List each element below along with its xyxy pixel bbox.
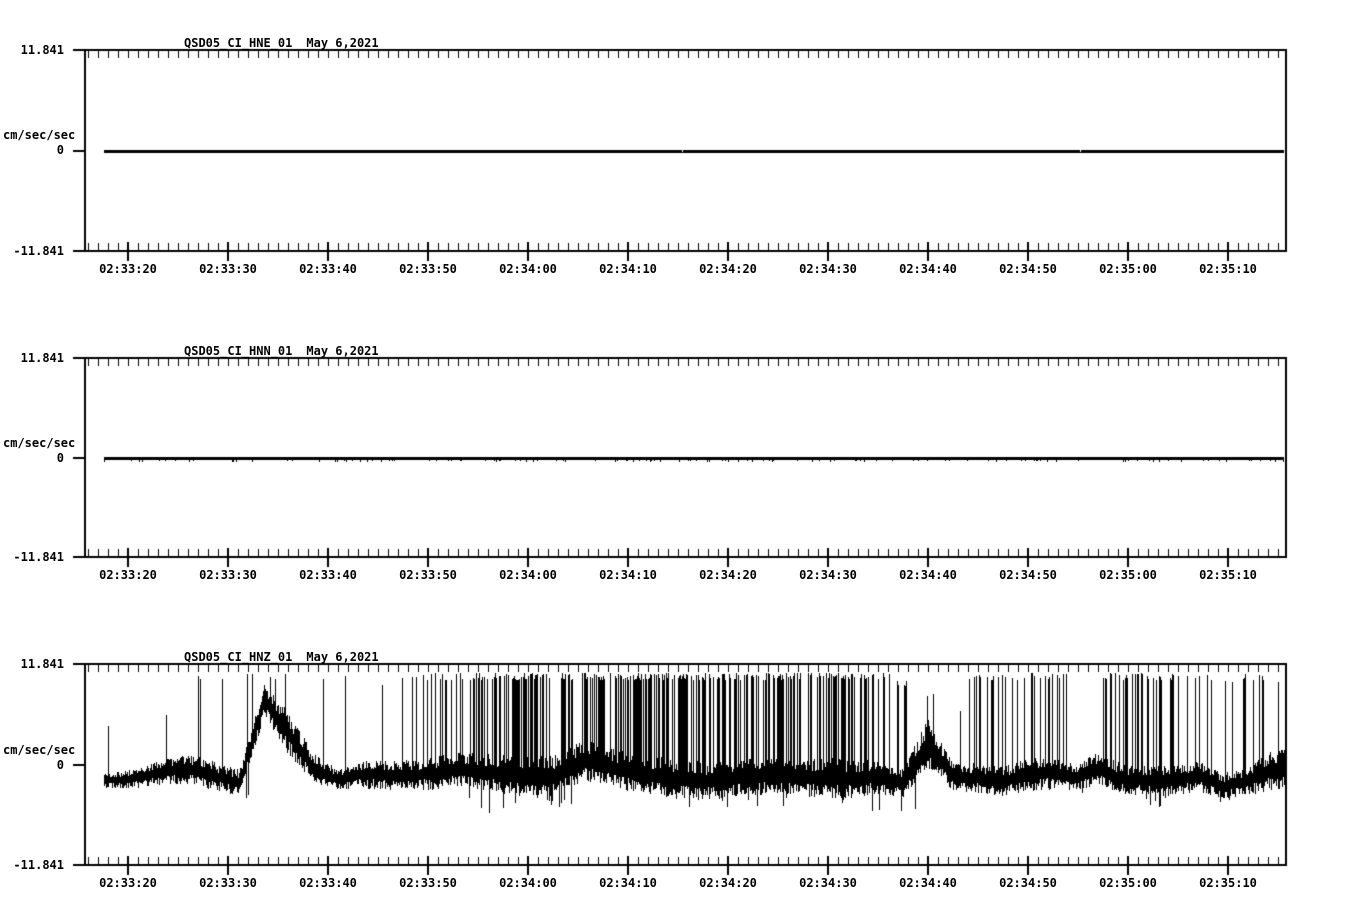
panel-title: QSD05_CI_HNN_01 May 6,2021 bbox=[184, 344, 379, 358]
x-tick-label: 02:33:30 bbox=[199, 262, 257, 276]
x-tick-label: 02:34:30 bbox=[799, 568, 857, 582]
x-tick-label: 02:34:40 bbox=[899, 262, 957, 276]
x-tick-label: 02:34:00 bbox=[499, 262, 557, 276]
x-tick-label: 02:34:20 bbox=[699, 876, 757, 890]
x-tick-label: 02:33:20 bbox=[99, 568, 157, 582]
x-tick-label: 02:33:20 bbox=[99, 262, 157, 276]
x-axis-labels: 02:33:20 02:33:30 02:33:40 02:33:50 02:34:00… bbox=[0, 876, 1358, 890]
y-units-label: cm/sec/sec bbox=[3, 743, 76, 757]
x-tick-label: 02:34:00 bbox=[499, 876, 557, 890]
x-tick-label: 02:34:00 bbox=[499, 568, 557, 582]
x-tick-label: 02:33:50 bbox=[399, 876, 457, 890]
x-tick-label: 02:35:00 bbox=[1099, 262, 1157, 276]
y-min-label: -11.841 bbox=[13, 858, 64, 872]
x-tick-label: 02:34:10 bbox=[599, 568, 657, 582]
y-min-label: -11.841 bbox=[13, 550, 64, 564]
x-tick-label: 02:34:50 bbox=[999, 568, 1057, 582]
x-tick-label: 02:33:40 bbox=[299, 876, 357, 890]
channel-name: QSD05_CI_HNE_01 bbox=[184, 36, 293, 50]
y-max-label: 11.841 bbox=[20, 351, 64, 365]
y-min-label: -11.841 bbox=[13, 244, 64, 258]
x-tick-label: 02:35:00 bbox=[1099, 876, 1157, 890]
y-zero-label: 0 bbox=[56, 451, 64, 465]
x-tick-label: 02:33:50 bbox=[399, 568, 457, 582]
x-tick-label: 02:34:10 bbox=[599, 876, 657, 890]
x-tick-label: 02:34:30 bbox=[799, 876, 857, 890]
x-tick-label: 02:34:40 bbox=[899, 876, 957, 890]
y-units-label: cm/sec/sec bbox=[3, 128, 76, 142]
x-tick-label: 02:34:10 bbox=[599, 262, 657, 276]
x-tick-label: 02:33:50 bbox=[399, 262, 457, 276]
x-tick-label: 02:34:40 bbox=[899, 568, 957, 582]
x-tick-label: 02:33:30 bbox=[199, 876, 257, 890]
x-tick-label: 02:35:10 bbox=[1199, 568, 1257, 582]
panel-title: QSD05_CI_HNZ_01 May 6,2021 bbox=[184, 650, 379, 664]
x-tick-label: 02:33:30 bbox=[199, 568, 257, 582]
y-zero-label: 0 bbox=[56, 143, 64, 157]
x-tick-label: 02:33:20 bbox=[99, 876, 157, 890]
date-label: May 6,2021 bbox=[306, 650, 379, 664]
x-axis-labels: 02:33:20 02:33:30 02:33:40 02:33:50 02:34:00… bbox=[0, 568, 1358, 582]
date-label: May 6,2021 bbox=[306, 344, 379, 358]
channel-name: QSD05_CI_HNZ_01 bbox=[184, 650, 293, 664]
x-tick-label: 02:34:20 bbox=[699, 262, 757, 276]
y-max-label: 11.841 bbox=[20, 43, 64, 57]
x-tick-label: 02:34:50 bbox=[999, 262, 1057, 276]
y-max-label: 11.841 bbox=[20, 657, 64, 671]
x-tick-label: 02:35:10 bbox=[1199, 262, 1257, 276]
x-tick-label: 02:35:00 bbox=[1099, 568, 1157, 582]
panel-title: QSD05_CI_HNE_01 May 6,2021 bbox=[184, 36, 379, 50]
x-axis-labels: 02:33:20 02:33:30 02:33:40 02:33:50 02:34:00… bbox=[0, 262, 1358, 276]
x-tick-label: 02:34:50 bbox=[999, 876, 1057, 890]
x-tick-label: 02:33:40 bbox=[299, 568, 357, 582]
channel-name: QSD05_CI_HNN_01 bbox=[184, 344, 293, 358]
x-tick-label: 02:35:10 bbox=[1199, 876, 1257, 890]
y-zero-label: 0 bbox=[56, 758, 64, 772]
x-tick-label: 02:34:30 bbox=[799, 262, 857, 276]
x-tick-label: 02:33:40 bbox=[299, 262, 357, 276]
x-tick-label: 02:34:20 bbox=[699, 568, 757, 582]
y-units-label: cm/sec/sec bbox=[3, 436, 76, 450]
date-label: May 6,2021 bbox=[306, 36, 379, 50]
